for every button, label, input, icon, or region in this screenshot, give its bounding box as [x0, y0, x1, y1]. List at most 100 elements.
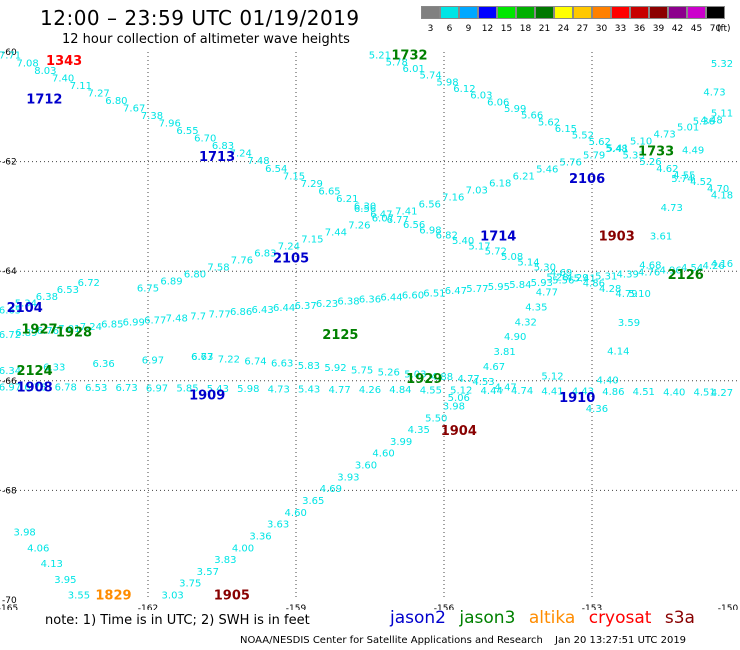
- wave-height-value: 6.85: [101, 320, 123, 331]
- wave-height-value: 6.12: [453, 84, 475, 95]
- legend-value: 33: [614, 24, 627, 34]
- wave-height-value: 7.15: [283, 171, 305, 182]
- wave-height-value: 6.75: [137, 284, 159, 295]
- wave-height-value: 5.95: [488, 282, 510, 293]
- satellite-cryosat: cryosat: [588, 608, 652, 628]
- wave-height-value: 3.63: [267, 520, 289, 531]
- wave-height-value: 6.53: [85, 383, 107, 394]
- wave-height-value: 7.11: [70, 81, 92, 92]
- wave-height-value: 5.83: [298, 361, 320, 372]
- legend-value: 70: [709, 24, 722, 34]
- wave-height-value: 4.51: [633, 387, 655, 398]
- wave-height-value: 5.85: [176, 384, 198, 395]
- wave-height-value: 3.57: [197, 567, 219, 578]
- wave-height-value: 6.78: [55, 383, 77, 394]
- wave-height-value: 3.95: [54, 575, 76, 586]
- wave-height-value: 6.36: [92, 359, 114, 370]
- wave-height-value: 4.06: [27, 543, 49, 554]
- wave-height-value: 7.15: [301, 235, 323, 246]
- wave-height-value: 4.00: [232, 543, 254, 554]
- legend-value: 24: [557, 24, 570, 34]
- wave-height-value: 4.52: [690, 177, 712, 188]
- axis-labels: -165 -162 -159 -156 -153 -150 -60 -62 -64 -66 -68 -…: [0, 48, 738, 610]
- wave-height-value: 4.77: [536, 288, 558, 299]
- pass-id-label: 1733: [638, 145, 674, 160]
- wave-height-value: 7.29: [301, 179, 323, 190]
- pass-id-label: 1927: [21, 323, 57, 338]
- wave-height-value: 7.71: [0, 51, 21, 62]
- wave-height-value: 4.35: [525, 302, 547, 313]
- wave-height-value: 6.65: [0, 306, 21, 317]
- wave-height-value: 4.27: [711, 388, 733, 399]
- wave-height-value: 4.54: [681, 263, 703, 274]
- wave-height-value: 6.36: [359, 295, 381, 306]
- wave-height-value: 4.40: [596, 375, 618, 386]
- pass-id-label: 1905: [214, 589, 250, 604]
- wave-height-value: 4.67: [483, 362, 505, 373]
- wave-height-value: 4.26: [702, 261, 724, 272]
- lat-tick-label: -66: [2, 377, 17, 387]
- wave-height-value: 7.48: [166, 313, 188, 324]
- wave-height-value: 6.80: [184, 270, 206, 281]
- wave-height-value: 4.18: [711, 190, 733, 201]
- wave-height-value: 6.38: [337, 297, 359, 308]
- wave-height-value: 4.28: [599, 284, 621, 295]
- wave-height-value: 3.61: [650, 232, 672, 243]
- wave-height-value: 6.37: [294, 301, 316, 312]
- wave-height-value: 6.72: [78, 278, 100, 289]
- wave-height-value: 4.60: [285, 508, 307, 519]
- wave-height-value: 3.81: [493, 347, 515, 358]
- wave-height-value: 6.47: [370, 209, 392, 220]
- wave-height-value: 5.03: [404, 370, 426, 381]
- legend-value: 30: [595, 24, 608, 34]
- legend-value: 21: [538, 24, 551, 34]
- wave-height-value: 6.18: [489, 178, 511, 189]
- wave-height-value: 4.40: [663, 387, 685, 398]
- wave-height-value: 7.96: [159, 119, 181, 130]
- wave-height-value: 8.03: [34, 66, 56, 77]
- wave-height-value: 4.13: [41, 559, 63, 570]
- legend-swatch: [478, 6, 497, 19]
- wave-height-value: 7.41: [395, 206, 417, 217]
- wave-height-value: 5.40: [452, 236, 474, 247]
- legend-value: 45: [690, 24, 703, 34]
- wave-height-map: -165 -162 -159 -156 -153 -150 -60 -62 -64 -66 -68 -…: [0, 48, 740, 610]
- wave-height-value: 6.63: [271, 359, 293, 370]
- wave-height-value: 5.12: [541, 371, 563, 382]
- wave-height-value: 4.76: [638, 267, 660, 278]
- legend-value: 9: [465, 24, 472, 34]
- lon-tick-label: -156: [434, 604, 455, 610]
- wave-height-value: 6.99: [123, 318, 145, 329]
- wave-height-value: 7.03: [466, 185, 488, 196]
- wave-height-value: 5.46: [536, 164, 558, 175]
- wave-height-value: 5.08: [501, 252, 523, 263]
- pass-id-label: 2106: [569, 172, 605, 187]
- wave-height-value: 4.35: [408, 425, 430, 436]
- satellite-jason2: jason2: [390, 608, 446, 628]
- wave-height-value: 5.26: [378, 367, 400, 378]
- wave-height-value: 7.67: [123, 103, 145, 114]
- pass-id-label: 1904: [441, 424, 477, 439]
- wave-height-value: 5.62: [589, 137, 611, 148]
- legend-value: 18: [519, 24, 532, 34]
- wave-height-value: 5.17: [468, 241, 490, 252]
- wave-height-value: 5.84: [509, 280, 531, 291]
- pass-id-label: 1713: [199, 150, 235, 165]
- legend-swatch: [516, 6, 535, 19]
- wave-height-value: 6.56: [419, 199, 441, 210]
- wave-height-value: 6.03: [470, 91, 492, 102]
- wave-height-value: 5.31: [595, 272, 617, 283]
- wave-height-value: 5.36: [693, 117, 715, 128]
- pass-id-label: 2124: [16, 364, 52, 379]
- wave-height-value: 6.21: [513, 171, 535, 182]
- legend-value: 6: [446, 24, 453, 34]
- wave-height-value: 6.97: [142, 356, 164, 367]
- wave-height-value: 6.77: [191, 352, 213, 363]
- lat-tick-label: -64: [2, 267, 17, 277]
- wave-height-value: 6.01: [403, 64, 425, 75]
- wave-height-value: 7.7: [190, 311, 206, 322]
- pass-id-label: 1732: [391, 49, 427, 64]
- wave-height-value: 5.72: [485, 247, 507, 258]
- wave-height-value: 5.98: [237, 384, 259, 395]
- legend-swatch: [706, 6, 725, 19]
